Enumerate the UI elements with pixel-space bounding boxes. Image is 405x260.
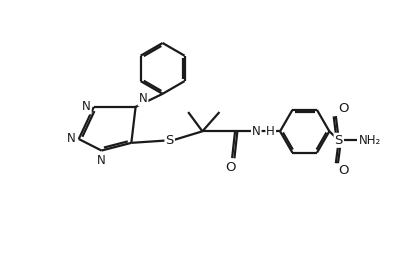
Text: N: N xyxy=(82,100,91,113)
Text: N: N xyxy=(251,125,260,138)
Text: N: N xyxy=(67,133,75,146)
Text: O: O xyxy=(337,102,348,115)
Text: O: O xyxy=(225,161,235,174)
Text: N: N xyxy=(139,92,147,105)
Text: NH₂: NH₂ xyxy=(358,134,380,147)
Text: S: S xyxy=(334,134,342,147)
Text: H: H xyxy=(266,125,275,138)
Text: O: O xyxy=(337,164,348,177)
Text: N: N xyxy=(97,154,106,167)
Text: S: S xyxy=(165,134,173,147)
